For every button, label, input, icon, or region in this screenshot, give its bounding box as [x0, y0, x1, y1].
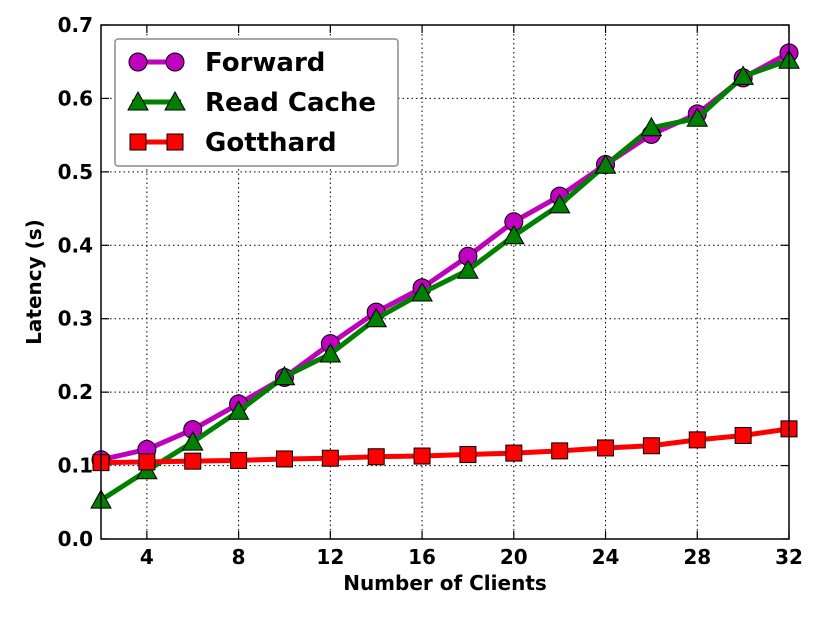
x-tick-label: 20: [500, 545, 528, 569]
x-tick-label: 8: [232, 545, 246, 569]
legend-marker: [129, 133, 147, 151]
data-point: [413, 447, 431, 465]
y-tick-label: 0.3: [58, 307, 93, 331]
data-point: [459, 446, 477, 464]
data-point: [686, 107, 709, 127]
data-point: [321, 449, 339, 467]
legend-marker: [166, 133, 184, 151]
data-point: [732, 65, 754, 85]
data-point: [367, 448, 385, 466]
series-gotthard: [92, 420, 798, 472]
x-axis-title: Number of Clients: [343, 571, 547, 595]
legend-label: Gotthard: [205, 128, 337, 158]
legend-entry: Forward: [128, 48, 325, 78]
y-tick-label: 0.6: [58, 86, 93, 110]
y-tick-label: 0.0: [58, 527, 93, 551]
data-point: [505, 444, 523, 462]
data-point: [184, 452, 202, 470]
legend-box: [114, 38, 399, 167]
plot-frame: [100, 24, 790, 540]
data-point: [457, 259, 479, 279]
legend-label: Forward: [205, 48, 325, 78]
legend: Forward Read Cache Gotthard: [114, 38, 399, 167]
data-point: [275, 450, 293, 468]
y-tick-label: 0.7: [58, 13, 93, 37]
y-tick-label: 0.5: [58, 160, 93, 184]
legend-marker: [128, 52, 148, 72]
series-line: [99, 57, 790, 503]
data-point: [365, 307, 388, 328]
legend-marker: [165, 52, 185, 72]
series-layer: [90, 43, 800, 509]
series-read-cache: [90, 49, 800, 509]
legend-entry: Read Cache: [127, 88, 376, 118]
x-tick-label: 12: [316, 545, 344, 569]
data-point: [319, 342, 342, 363]
data-point: [551, 442, 569, 460]
data-point: [230, 451, 248, 469]
legend-marker: [127, 90, 149, 111]
legend-marker: [164, 90, 186, 111]
data-point: [181, 431, 204, 451]
y-tick-label: 0.1: [58, 454, 93, 478]
data-point: [273, 365, 296, 386]
y-tick-label: 0.4: [58, 233, 93, 257]
tick-labels: 4 8 12 16 20 24 28 32 0.0 0.1 0.2 0.3 0.4 0.5 0.6 0.7: [58, 13, 803, 569]
data-point: [688, 431, 706, 449]
y-tick-label: 0.2: [58, 380, 93, 404]
data-point: [227, 400, 250, 420]
legend-label: Read Cache: [205, 88, 376, 118]
data-point: [411, 281, 433, 302]
x-tick-label: 24: [592, 545, 620, 569]
data-point: [642, 437, 660, 455]
data-point: [640, 116, 663, 137]
x-tick-label: 4: [140, 545, 154, 569]
series-line: [100, 426, 790, 466]
x-tick-label: 16: [408, 545, 436, 569]
x-tick-label: 32: [775, 545, 803, 569]
data-point: [594, 154, 617, 174]
x-tick-label: 28: [683, 545, 711, 569]
data-point: [138, 453, 156, 471]
y-axis-title: Latency (s): [22, 219, 46, 345]
data-point: [597, 439, 615, 457]
legend-entry: Gotthard: [129, 128, 337, 158]
data-point: [502, 224, 525, 245]
data-point: [548, 193, 571, 214]
data-point: [734, 426, 752, 444]
